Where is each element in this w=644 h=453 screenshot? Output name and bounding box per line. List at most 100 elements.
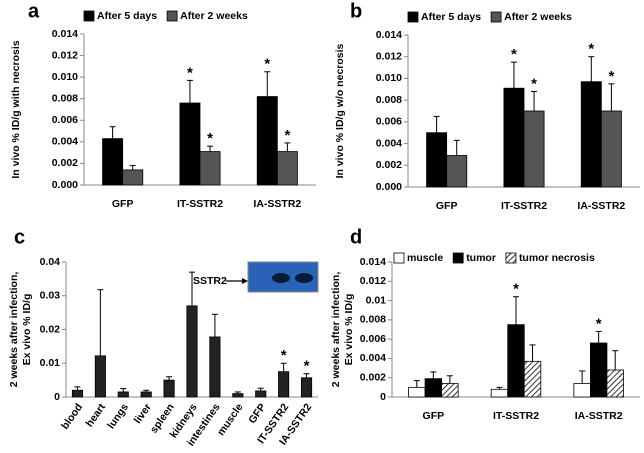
error-bar (97, 289, 104, 356)
y-tick-label: 0.01 (40, 357, 61, 369)
error-bar (189, 271, 195, 306)
legend-label: muscle (407, 252, 443, 264)
error-bar (433, 115, 440, 133)
error-bar (264, 71, 271, 97)
error-bar (579, 370, 586, 384)
y-tick-label: 0.04 (40, 256, 61, 268)
panel-label: b (350, 0, 362, 22)
bar (300, 377, 313, 398)
y-axis-title: Ex vivo % ID/g (343, 294, 355, 366)
legend-swatch (407, 11, 419, 23)
y-tick-label: 0.010 (52, 71, 78, 83)
bar (523, 360, 542, 398)
x-tick-label: GFP (423, 410, 445, 422)
y-tick-label: 0.002 (360, 371, 386, 383)
bar (426, 132, 448, 188)
y-tick-label: 0.01 (366, 294, 387, 306)
panel-label: d (350, 226, 362, 248)
bar (179, 102, 201, 186)
y-tick-label: 0.006 (360, 333, 386, 345)
bar (490, 388, 509, 398)
panel-label: a (28, 0, 40, 22)
bar (507, 324, 525, 398)
y-tick-label: 0.014 (52, 28, 78, 40)
error-bar (608, 83, 615, 111)
legend-swatch (452, 252, 464, 264)
x-tick-label: GFP (112, 198, 134, 210)
bar (278, 371, 290, 398)
y-axis-title: 2 weeks after infection, (330, 272, 342, 388)
y-tick-label: 0.014 (360, 256, 386, 268)
y-tick-label: 0.012 (360, 275, 386, 287)
error-bar (531, 90, 538, 111)
error-bar (529, 344, 536, 362)
error-bar (166, 376, 173, 381)
bar (580, 81, 602, 188)
significance-marker: * (281, 347, 287, 364)
legend-label: After 5 days (421, 11, 481, 23)
y-tick-label: 0.002 (52, 157, 78, 169)
significance-marker: * (531, 75, 537, 92)
y-axis-title: In vivo % ID/g w/o necrosis (334, 43, 346, 178)
bar (523, 110, 545, 188)
y-tick-label: 0.014 (376, 29, 402, 41)
bar (209, 336, 221, 398)
x-tick-label: GFP (246, 401, 268, 426)
bar (408, 386, 426, 398)
y-axis-title: 2 weeks after infection, (8, 272, 20, 388)
significance-marker: * (588, 41, 594, 58)
legend-label: After 5 days (97, 10, 157, 22)
x-tick-label: IA-SSTR2 (575, 410, 623, 422)
x-tick-label: lungs (105, 401, 131, 431)
bar (255, 390, 267, 398)
legend-label: tumor necrosis (519, 252, 595, 264)
error-bar (413, 380, 420, 388)
bar (590, 342, 608, 398)
error-bar (612, 350, 619, 370)
error-bar (109, 126, 116, 139)
x-tick-label: GFP (436, 200, 458, 212)
y-tick-label: 0.002 (376, 159, 402, 171)
panel-label: c (14, 226, 25, 248)
x-tick-label: IT-SSTR2 (177, 198, 223, 210)
bar (503, 87, 525, 188)
bar (71, 389, 84, 398)
significance-marker: * (304, 358, 310, 375)
y-tick-label: 0.004 (376, 137, 402, 149)
y-tick-label: 0.006 (376, 116, 402, 128)
bar (600, 110, 622, 188)
legend-swatch (166, 10, 178, 22)
legend-swatch (490, 11, 502, 23)
significance-marker: * (511, 46, 517, 63)
legend-swatch (393, 252, 405, 264)
y-tick-label: 0.012 (376, 50, 402, 62)
error-bar (143, 389, 150, 392)
significance-marker: * (596, 315, 602, 332)
inset-label: SSTR2 (193, 275, 227, 287)
y-tick-label: 0.008 (376, 94, 402, 106)
bar (140, 391, 152, 398)
western-blot-inset: SSTR2 (193, 261, 319, 293)
bar (441, 383, 459, 398)
y-tick-label: 0.02 (40, 323, 61, 335)
error-bar (211, 313, 218, 337)
bar (573, 383, 591, 398)
y-axis-title: Ex vivo % ID/g (21, 294, 33, 366)
y-tick-label: 0.008 (360, 314, 386, 326)
x-tick-label: IT-SSTR2 (493, 410, 539, 422)
error-bar (303, 373, 310, 378)
y-tick-label: 0.006 (52, 114, 78, 126)
error-bar (186, 79, 193, 104)
significance-marker: * (608, 68, 614, 85)
bar (117, 391, 129, 398)
bar (256, 96, 278, 186)
x-tick-label: IA-SSTR2 (577, 200, 625, 212)
bar (424, 378, 443, 398)
error-bar (496, 386, 503, 390)
bar (606, 369, 624, 398)
error-bar (129, 165, 136, 170)
legend-label: tumor (466, 252, 496, 264)
y-tick-label: 0 (380, 391, 386, 403)
error-bar (513, 296, 519, 325)
significance-marker: * (187, 64, 193, 81)
